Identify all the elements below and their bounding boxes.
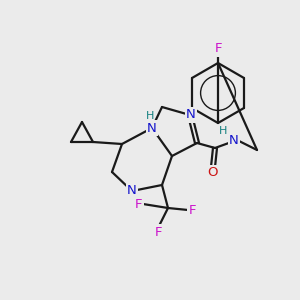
Text: H: H (146, 111, 154, 121)
Text: F: F (135, 197, 143, 211)
Text: F: F (188, 203, 196, 217)
Text: F: F (214, 43, 222, 56)
Text: N: N (186, 109, 196, 122)
Text: N: N (229, 134, 239, 146)
Text: H: H (219, 126, 227, 136)
Text: F: F (154, 226, 162, 238)
Text: N: N (147, 122, 157, 134)
Text: O: O (208, 167, 218, 179)
Text: N: N (127, 184, 137, 197)
